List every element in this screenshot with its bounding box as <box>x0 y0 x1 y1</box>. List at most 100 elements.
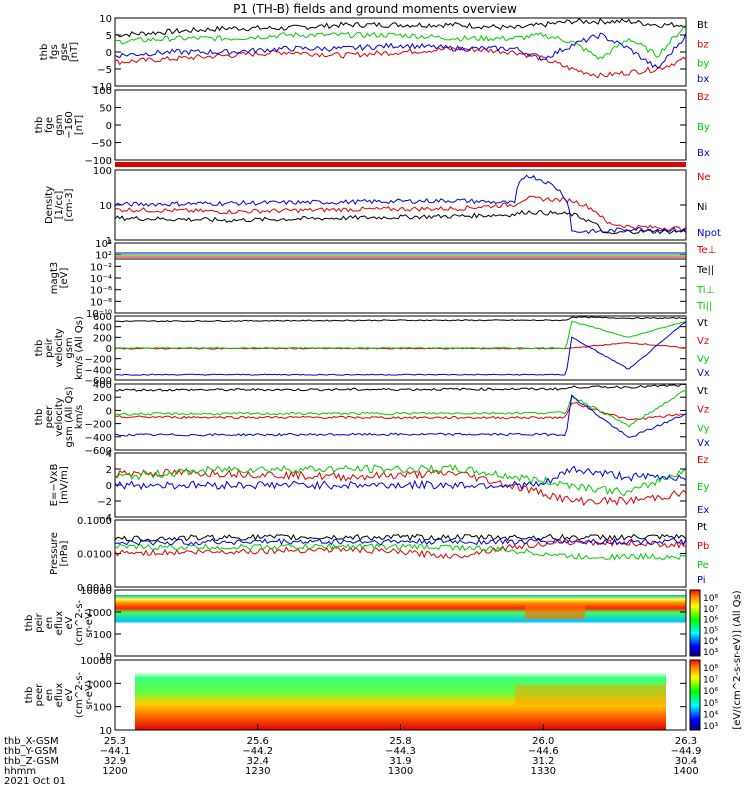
legend-pi-label: Pi <box>697 575 706 586</box>
y-tick-label: 0 <box>106 481 112 492</box>
y-tick-label: 0 <box>106 344 112 355</box>
y-axis-label: thb <box>34 117 45 134</box>
y-axis-label: gse <box>59 43 70 61</box>
y-tick-label: 1000 <box>87 679 112 690</box>
y-axis-label: km/s <box>74 405 85 429</box>
y-tick-label: 10⁻⁶ <box>90 286 112 297</box>
colorbar-tick-label: 10⁵ <box>703 626 718 636</box>
colorbar-tick-label: 10⁴ <box>703 710 718 720</box>
y-tick-label: 1000 <box>87 608 112 619</box>
legend-bx-label: Bx <box>697 148 710 159</box>
series-fgs-bt <box>114 18 687 38</box>
x-tick-label: 25.3 <box>104 736 126 747</box>
x-tick-label: 1330 <box>531 766 556 777</box>
colorbar-gradient <box>689 659 701 731</box>
legend-vy-label: Vy <box>697 354 710 365</box>
series-density-ni <box>114 209 687 235</box>
y-tick-label: −5 <box>97 65 112 76</box>
y-axis-label: [eV] <box>59 268 70 289</box>
x-tick-label: 1230 <box>245 766 270 777</box>
legend-vt-label: Vt <box>697 318 708 329</box>
y-tick-label: −400 <box>85 365 112 376</box>
panel-ion_spec: 10000 1000 100 10 thb peir en eflux eV (cm^2-s-sr… <box>24 586 687 663</box>
x-tick-label: 32.4 <box>247 756 269 767</box>
panel-frame <box>114 589 687 657</box>
y-axis-label: en <box>44 689 55 702</box>
y-axis-label: thb <box>24 615 35 632</box>
y-tick-label: 4 <box>106 449 112 460</box>
colorbar-tick-label: 10⁶ <box>703 687 718 697</box>
legend-bx-label: bx <box>697 74 709 85</box>
y-axis-label: [nT] <box>69 42 80 62</box>
y-axis-label: [mV/m] <box>59 466 70 504</box>
x-tick-label: 1200 <box>102 766 127 777</box>
y-tick-label: 50 <box>99 104 112 115</box>
legend-ti-label: Ti⊥ <box>696 285 714 296</box>
y-axis-label: eV <box>64 688 75 701</box>
panel-efield: 4 2 0 −2 −4 E=−VxB [mV/m] Ez Ey Ex <box>49 449 709 524</box>
y-axis-label: km/s (All Qs) <box>74 316 85 380</box>
series-density-ne <box>114 195 687 232</box>
y-tick-label: −600 <box>85 376 112 387</box>
y-tick-label: 100 <box>93 86 112 97</box>
panel-density: 100 10 1 Density [1/cc] [cm-3] Ne Ni Npot <box>44 166 721 247</box>
y-axis-label: (cm^2-s- <box>74 671 85 718</box>
x-tick-label: −44.2 <box>242 746 273 757</box>
y-tick-label: 10⁻² <box>90 262 112 273</box>
x-tick-label: 1300 <box>388 766 413 777</box>
y-tick-label: 10000 <box>80 586 112 597</box>
y-tick-label: 10 <box>99 14 112 25</box>
y-axis-label: thb <box>39 44 50 61</box>
y-tick-label: −100 <box>85 156 112 167</box>
y-axis-label: peer <box>34 683 45 707</box>
legend-ni-label: Ni <box>697 202 707 213</box>
y-tick-label: 0 <box>106 406 112 417</box>
y-tick-label: 1 <box>106 236 112 247</box>
y-tick-label: −10 <box>91 82 112 93</box>
legend-pe-label: Pe <box>697 560 709 571</box>
y-tick-label: 200 <box>93 393 112 404</box>
panel-frame <box>114 383 687 451</box>
series-pressure-pt <box>114 533 687 542</box>
legend-vx-label: Vx <box>697 368 710 379</box>
y-tick-label: 100 <box>93 703 112 714</box>
y-tick-label: 600 <box>93 312 112 323</box>
legend-bt-label: Bt <box>697 20 708 31</box>
x-tick-label: 25.6 <box>247 736 269 747</box>
y-axis-label: −160 <box>64 111 75 138</box>
y-tick-label: 200 <box>93 333 112 344</box>
y-axis-label: velocity <box>54 397 65 436</box>
x-tick-label: 26.0 <box>532 736 554 747</box>
legend-vz-label: Vz <box>697 336 709 347</box>
colorbar-tick-label: 10³ <box>703 648 718 658</box>
series-density-npot <box>114 174 687 235</box>
series-peer-vy <box>114 389 687 428</box>
panel-frame <box>114 519 687 588</box>
y-tick-label: 10 <box>99 201 112 212</box>
series-peer-vz <box>114 401 687 421</box>
y-axis-label: E=−VxB <box>49 464 60 507</box>
x-tick-label: −44.1 <box>100 746 131 757</box>
y-tick-label: 5 <box>106 31 112 42</box>
x-tick-label: 31.9 <box>389 756 411 767</box>
y-tick-label: 0.0010 <box>77 583 112 594</box>
y-axis-label: [cm-3] <box>64 188 75 221</box>
series-fgs-bx <box>114 32 687 69</box>
colorbar-tick-label: 10⁸ <box>703 664 718 674</box>
series-peir-vt <box>115 316 687 323</box>
legend-pb-label: Pb <box>697 541 709 552</box>
y-tick-label: 2 <box>106 465 112 476</box>
x-tick-label: 26.3 <box>675 736 697 747</box>
legend-bz-label: Bz <box>697 92 709 103</box>
colorbar-tick-label: 10⁶ <box>703 616 718 626</box>
panel-frame <box>114 452 687 518</box>
y-axis-label: magt3 <box>49 262 60 295</box>
y-axis-label: sr-eV) <box>84 680 95 709</box>
y-tick-label: 0 <box>106 121 112 132</box>
legend-bz-label: bz <box>697 39 709 50</box>
y-axis-label: thb <box>34 340 45 357</box>
x-tick-label: 32.9 <box>104 756 126 767</box>
